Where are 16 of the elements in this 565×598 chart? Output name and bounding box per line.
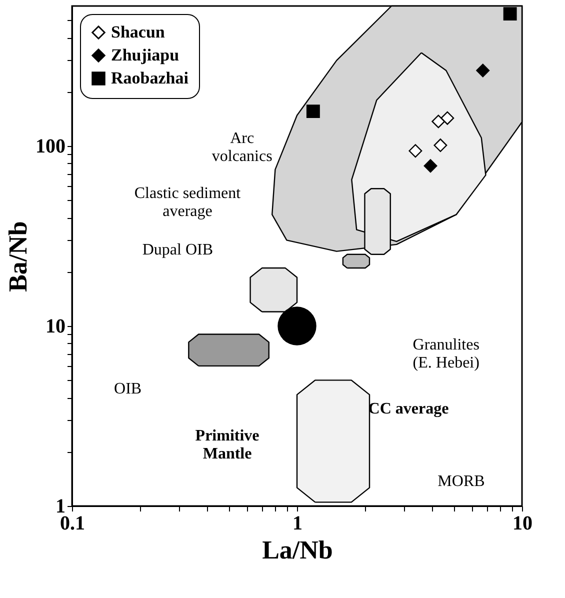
- x-axis-title: La/Nb: [262, 536, 333, 564]
- y-tick-label: 10: [46, 316, 66, 338]
- legend-label: Zhujiapu: [111, 46, 180, 64]
- x-tick-label: 1: [292, 512, 302, 534]
- annotation: OIB: [114, 380, 142, 398]
- x-tick-label: 10: [512, 512, 532, 534]
- annotation: Primitive Mantle: [195, 427, 260, 462]
- legend-label: Shacun: [111, 22, 166, 42]
- annotation: Granulites (E. Hebei): [412, 336, 480, 372]
- y-axis-title: Ba/Nb: [4, 221, 32, 292]
- annotation: Arc volcanics: [212, 130, 272, 165]
- annotation: MORB: [438, 472, 485, 490]
- legend-label: Raobazhai: [111, 68, 189, 88]
- annotation: Dupal OIB: [142, 242, 214, 259]
- y-tick-label: 100: [36, 136, 66, 158]
- annotation: Clastic sediment average: [134, 184, 242, 220]
